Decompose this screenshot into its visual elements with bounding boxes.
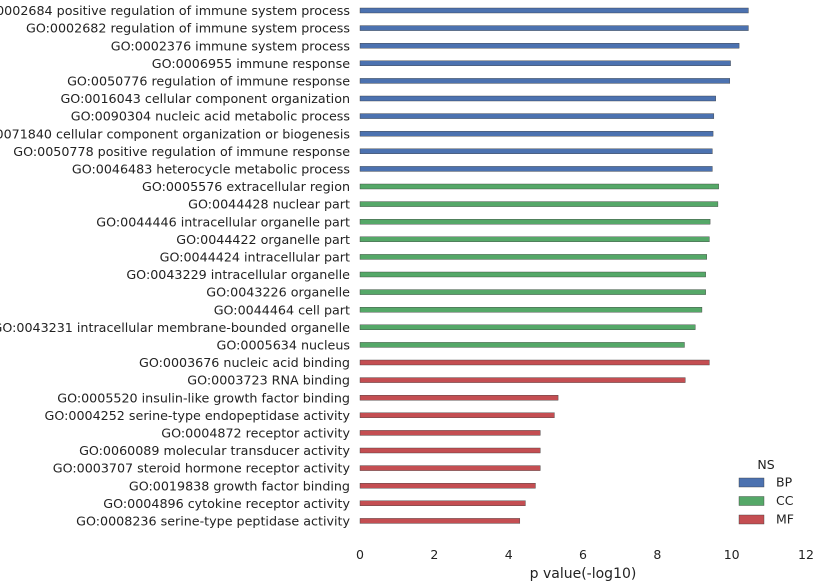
x-axis-label: p value(-log10) [530,566,637,582]
bar-mf [359,395,559,401]
x-tick-label: 4 [505,547,513,562]
bar-mf [359,447,541,454]
bar-cc [359,201,719,207]
category-label: GO:0090304 nucleic acid metabolic proces… [71,109,350,124]
bar-bp [359,166,713,172]
category-label: GO:0050778 positive regulation of immune… [13,144,350,159]
category-label: GO:0005576 extracellular region [142,179,350,194]
bar-bp [359,113,715,119]
bar-mf [359,483,536,489]
category-label: GO:0043231 intracellular membrane-bounde… [0,320,350,335]
category-label: GO:0043229 intracellular organelle [126,267,350,282]
bar-cc [359,183,719,190]
legend-swatch-mf [738,514,765,525]
x-tick-label: 6 [579,547,587,562]
bar-bp [359,25,749,31]
bar-cc [359,307,703,313]
category-label: GO:0008236 serine-type peptidase activit… [76,514,350,529]
bar-cc [359,289,706,295]
bar-cc [359,324,696,330]
category-label: GO:0019838 growth factor binding [129,478,350,493]
bar-cc [359,254,707,260]
category-label: GO:0004896 cytokine receptor activity [103,496,350,511]
bar-cc [359,271,706,278]
category-label: GO:0002684 positive regulation of immune… [0,3,350,18]
category-label: GO:0044464 cell part [214,302,350,317]
bar-mf [359,430,541,436]
x-tick-label: 2 [430,547,438,562]
legend-swatch-bp [738,477,765,488]
bar-mf [359,377,686,383]
category-label: GO:0006955 immune response [152,56,350,71]
bar-mf [359,518,521,524]
legend-label-bp: BP [776,475,793,490]
bar-cc [359,236,710,243]
x-tick-label: 0 [356,547,364,562]
category-label: GO:0044424 intracellular part [160,250,350,265]
category-label: GO:0004872 receptor activity [161,426,350,441]
category-label: GO:0005634 nucleus [217,338,350,353]
category-label: GO:0044428 nuclear part [188,197,350,212]
category-label: GO:0004252 serine-type endopeptidase act… [45,408,351,423]
bar-bp [359,148,713,155]
bar-bp [359,130,714,137]
bar-mf [359,500,526,506]
legend-swatch-cc [738,496,765,506]
bar-cc [359,218,711,225]
category-label: GO:0044446 intracellular organelle part [96,214,350,229]
plot-area: GO:0002684 positive regulation of immune… [0,3,749,529]
category-label: GO:0002682 regulation of immune system p… [26,21,350,36]
category-label: GO:0002376 immune system process [111,38,350,53]
x-tick-label: 8 [653,547,661,562]
legend: NS BP CC MF [738,457,794,527]
bar-cc [359,342,685,348]
bar-bp [359,60,731,66]
bar-bp [359,78,731,84]
category-label: GO:0043226 organelle [206,285,350,300]
category-label: GO:0003707 steroid hormone receptor acti… [53,461,351,476]
category-label: GO:0005520 insulin-like growth factor bi… [57,390,350,405]
x-tick-label: 12 [798,547,814,562]
legend-title: NS [757,457,774,472]
bar-mf [359,412,555,418]
category-label: GO:0044422 organelle part [176,232,350,247]
bar-mf [359,465,541,471]
legend-label-mf: MF [776,512,794,527]
category-label: GO:0003676 nucleic acid binding [139,355,350,370]
bar-mf [359,359,710,366]
x-axis: 0 2 4 6 8 10 12 [356,547,814,562]
category-label: GO:0046483 heterocycle metabolic process [72,162,350,177]
category-label: GO:0016043 cellular component organizati… [60,91,350,106]
bar-bp [359,7,749,14]
x-tick-label: 10 [724,547,740,562]
category-label: GO:0071840 cellular component organizati… [0,126,350,141]
category-label: GO:0003723 RNA binding [187,373,350,388]
bar-bp [359,43,740,49]
legend-label-cc: CC [776,493,794,508]
bar-bp [359,95,716,102]
category-label: GO:0060089 molecular transducer activity [79,443,350,458]
category-label: GO:0050776 regulation of immune response [67,74,350,89]
